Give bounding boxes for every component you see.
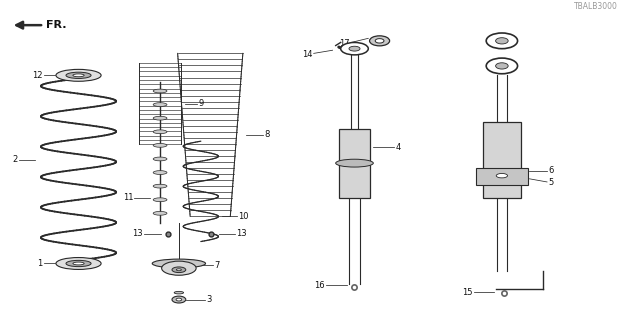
Ellipse shape <box>495 63 508 69</box>
Ellipse shape <box>162 261 196 275</box>
Ellipse shape <box>369 36 390 46</box>
Ellipse shape <box>56 258 101 269</box>
Ellipse shape <box>172 296 186 303</box>
Ellipse shape <box>349 46 360 51</box>
Text: 13: 13 <box>132 229 143 238</box>
Text: 13: 13 <box>237 229 247 238</box>
Ellipse shape <box>66 72 91 78</box>
Text: 11: 11 <box>123 193 133 202</box>
Ellipse shape <box>375 39 384 43</box>
Text: 8: 8 <box>264 131 269 140</box>
Text: 14: 14 <box>302 50 312 59</box>
Text: 2: 2 <box>12 156 18 164</box>
Ellipse shape <box>153 171 167 174</box>
Ellipse shape <box>153 143 167 147</box>
Text: 3: 3 <box>207 295 212 304</box>
Ellipse shape <box>174 292 184 294</box>
FancyBboxPatch shape <box>339 129 370 198</box>
Ellipse shape <box>340 43 368 55</box>
Ellipse shape <box>153 212 167 215</box>
Ellipse shape <box>177 269 181 271</box>
FancyBboxPatch shape <box>476 168 528 185</box>
Ellipse shape <box>153 116 167 120</box>
Text: 7: 7 <box>214 260 220 269</box>
Text: 4: 4 <box>396 143 401 152</box>
Ellipse shape <box>496 173 508 178</box>
Ellipse shape <box>153 184 167 188</box>
Ellipse shape <box>153 157 167 161</box>
Ellipse shape <box>66 260 91 267</box>
Text: 15: 15 <box>462 288 472 297</box>
Ellipse shape <box>153 130 167 134</box>
FancyBboxPatch shape <box>483 122 521 198</box>
Ellipse shape <box>336 159 373 167</box>
Ellipse shape <box>486 58 518 74</box>
Text: TBALB3000: TBALB3000 <box>574 2 618 11</box>
Ellipse shape <box>153 103 167 107</box>
Ellipse shape <box>152 259 205 268</box>
Text: 5: 5 <box>548 178 554 187</box>
Text: FR.: FR. <box>46 20 67 30</box>
Text: 16: 16 <box>314 281 325 290</box>
Ellipse shape <box>56 69 101 81</box>
Ellipse shape <box>176 298 182 301</box>
Text: 6: 6 <box>548 166 554 175</box>
Text: 17: 17 <box>339 38 350 48</box>
Text: 1: 1 <box>38 259 43 268</box>
Ellipse shape <box>486 33 518 49</box>
Ellipse shape <box>73 74 84 77</box>
Ellipse shape <box>172 267 186 273</box>
Text: 10: 10 <box>239 212 249 221</box>
Text: 9: 9 <box>198 99 204 108</box>
Ellipse shape <box>153 89 167 93</box>
Ellipse shape <box>73 262 84 265</box>
Text: 12: 12 <box>32 71 43 80</box>
Ellipse shape <box>495 38 508 44</box>
Ellipse shape <box>153 198 167 202</box>
